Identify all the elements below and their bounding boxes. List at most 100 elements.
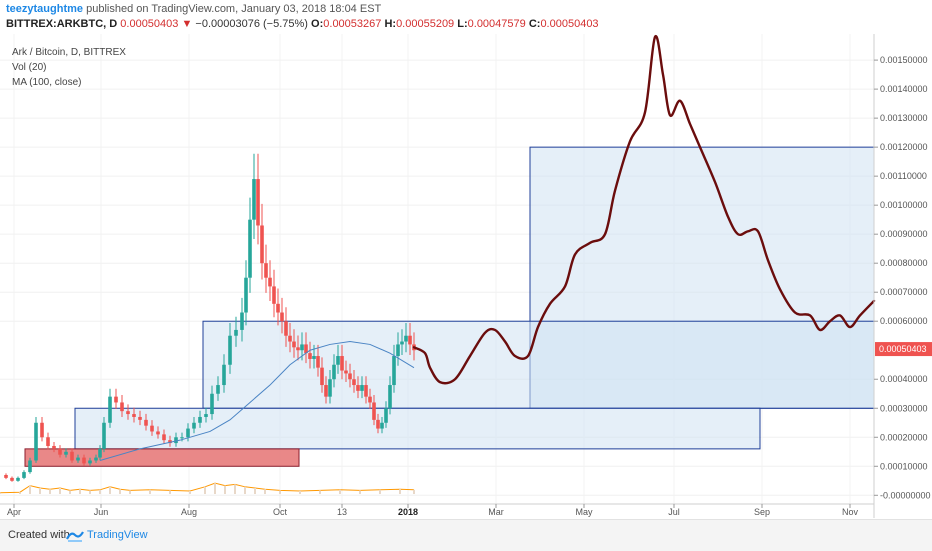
candle-body (304, 344, 308, 354)
time-tick-label: Nov (842, 507, 859, 517)
candle-body (380, 422, 384, 429)
last-price-label: 0.00050403 (879, 344, 927, 354)
price-tick-label: 0.00080000 (880, 258, 928, 268)
candle-body (348, 373, 352, 380)
price-tick-label: 0.00020000 (880, 432, 928, 442)
candle-body (156, 431, 160, 435)
candle-body (368, 396, 372, 403)
candle-body (46, 437, 50, 446)
candle-body (4, 474, 8, 478)
price-chart[interactable]: 0.00150000 0.00140000 0.00130000 0.00120000… (0, 34, 932, 518)
candle-body (252, 179, 256, 220)
candle-body (256, 179, 260, 226)
candle-body (108, 396, 112, 423)
time-tick-label: Aug (181, 507, 197, 517)
projection-curve (412, 34, 876, 385)
candle-body (376, 419, 380, 429)
candle-body (132, 414, 136, 417)
created-with-label: Created with (8, 529, 70, 541)
candle-body (162, 434, 166, 441)
volume-line (0, 482, 415, 494)
candle-body (198, 416, 202, 423)
candle-body (396, 344, 400, 357)
candle-body (120, 402, 124, 412)
candle-body (300, 344, 304, 351)
tradingview-logo-icon[interactable] (66, 529, 84, 543)
candle-body (372, 402, 376, 420)
candle-body (88, 460, 92, 464)
candle-body (288, 335, 292, 342)
candle-body (58, 448, 62, 455)
candle-body (180, 437, 184, 439)
time-tick-label: May (575, 507, 593, 517)
close-label: C: (528, 18, 541, 30)
price-tick-label: 0.00140000 (880, 84, 928, 94)
high-value: 0.00055209 (396, 18, 455, 30)
candle-body (98, 448, 102, 458)
legend-ma[interactable]: MA (100, close) (12, 77, 82, 88)
tradingview-link[interactable]: TradingView (87, 529, 148, 541)
price-tick-label: 0.00040000 (880, 374, 928, 384)
publish-info: teezytaughtme published on TradingView.c… (6, 3, 381, 15)
down-arrow-icon: ▼ (181, 18, 193, 30)
candle-body (94, 457, 98, 461)
candle-body (268, 277, 272, 287)
price-tick-label: 0.00030000 (880, 403, 928, 413)
candle-body (126, 411, 130, 415)
candle-body (292, 341, 296, 348)
last-price: 0.00050403 (120, 18, 179, 30)
price-tick-label: 0.00150000 (880, 55, 928, 65)
candle-body (344, 370, 348, 374)
candle-body (408, 335, 412, 345)
time-tick-label: Mar (488, 507, 504, 517)
candle-body (272, 286, 276, 304)
candle-body (392, 356, 396, 386)
symbol-label: BITTREX:ARKBTC, D (6, 18, 118, 30)
time-tick-label: Oct (273, 507, 288, 517)
candle-body (28, 460, 32, 473)
candle-body (52, 445, 56, 449)
candle-body (186, 428, 190, 438)
candle-body (280, 312, 284, 322)
candle-body (316, 356, 320, 368)
price-tick-label: 0.00010000 (880, 461, 928, 471)
legend-volume[interactable]: Vol (20) (12, 62, 47, 73)
candle-body (40, 422, 44, 438)
candle-body (364, 385, 368, 397)
last-price-tag (875, 342, 932, 357)
candle-body (356, 385, 360, 391)
candle-body (150, 425, 154, 432)
candle-body (174, 437, 178, 444)
moving-average-line (99, 341, 415, 461)
price-tick-label: 0.00090000 (880, 229, 928, 239)
price-tick-label: -0.00000000 (880, 490, 931, 500)
high-label: H: (384, 18, 397, 30)
candle-body (352, 379, 356, 386)
candle-body (82, 457, 86, 464)
candle-body (16, 477, 20, 481)
candle-body (240, 312, 244, 330)
candle-body (260, 225, 264, 264)
time-tick-label: 2018 (398, 507, 418, 517)
candle-body (228, 335, 232, 365)
candle-body (328, 379, 332, 397)
price-tick-label: 0.00060000 (880, 316, 928, 326)
candle-body (248, 219, 252, 278)
candle-body (360, 385, 364, 391)
price-tick-label: 0.00100000 (880, 200, 928, 210)
time-tick-label: Jun (94, 507, 109, 517)
candle-body (264, 263, 268, 278)
candle-body (34, 422, 38, 461)
candle-body (388, 385, 392, 409)
candle-body (234, 329, 238, 336)
open-value: 0.00053267 (323, 18, 382, 30)
candle-body (64, 451, 68, 455)
candle-body (276, 303, 280, 313)
candle-body (76, 457, 80, 461)
price-tick-label: 0.00070000 (880, 287, 928, 297)
legend-title: Ark / Bitcoin, D, BITTREX (12, 47, 126, 58)
chart-area[interactable]: 0.00150000 0.00140000 0.00130000 0.00120000… (0, 34, 932, 518)
ohlc-info: BITTREX:ARKBTC, D 0.00050403 ▼ −0.000030… (6, 18, 599, 30)
chart-header: teezytaughtme published on TradingView.c… (0, 0, 932, 34)
author-link[interactable]: teezytaughtme (6, 3, 84, 15)
